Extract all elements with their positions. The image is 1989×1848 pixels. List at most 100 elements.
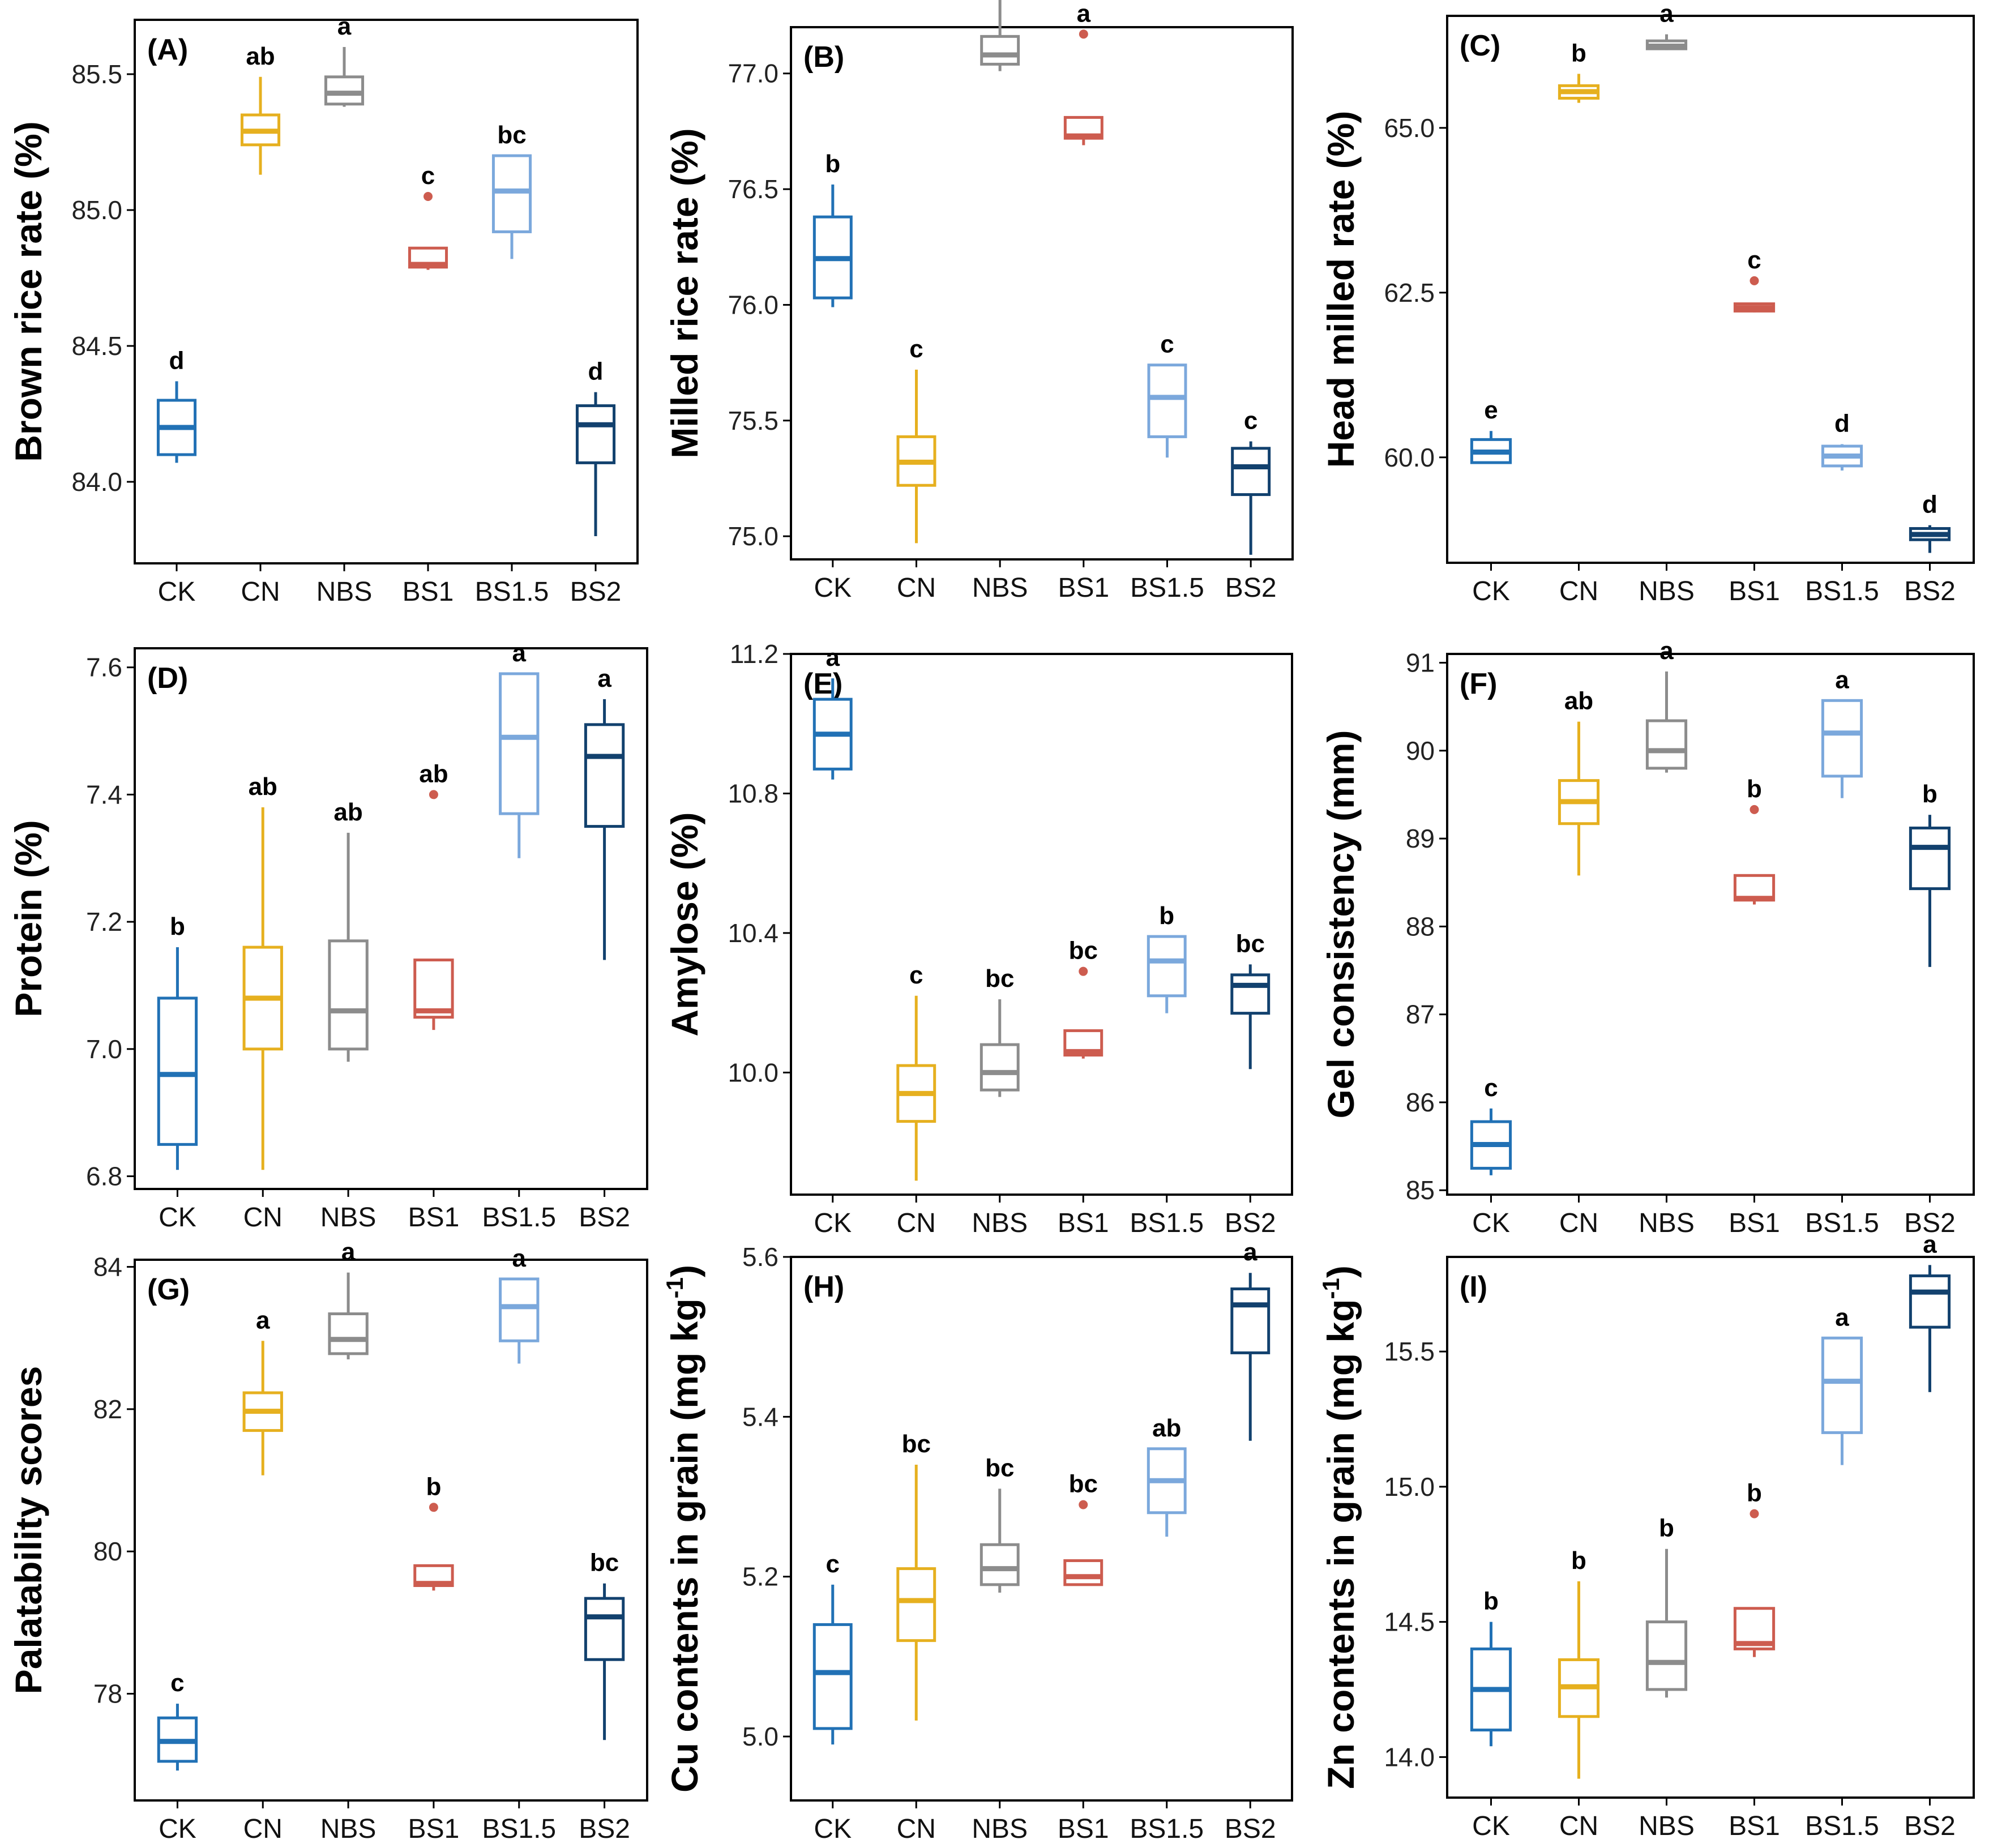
- panel-tag: (A): [147, 33, 188, 66]
- x-tick-label: NBS: [972, 573, 1028, 603]
- x-tick-label: CN: [1559, 576, 1598, 606]
- box-iqr: [491, 154, 532, 233]
- box-bs1: b: [1733, 775, 1776, 905]
- box-bs1: c: [1733, 246, 1776, 313]
- x-tick-label: NBS: [320, 1203, 377, 1233]
- significance-label: b: [1571, 1547, 1586, 1575]
- y-tick-label: 7.6: [86, 653, 122, 682]
- y-axis-label: Palatability scores: [7, 1366, 49, 1695]
- box-cn: bc: [896, 1430, 936, 1721]
- box-bs1: a: [1063, 0, 1103, 146]
- significance-label: bc: [590, 1549, 619, 1577]
- box-bs1-5: c: [1147, 331, 1187, 458]
- box-iqr: [1909, 1274, 1951, 1329]
- x-tick-label: BS1.5: [482, 1203, 556, 1233]
- box-bs1: bc: [1063, 1470, 1103, 1586]
- y-tick-label: 85.5: [71, 59, 122, 89]
- significance-label: bc: [1069, 937, 1098, 965]
- significance-label: b: [825, 150, 840, 178]
- x-tick-label: BS1.5: [1805, 576, 1879, 606]
- y-tick-label: 7.2: [86, 907, 122, 936]
- box-cn: a: [242, 1306, 283, 1475]
- x-tick-label: CN: [1559, 1811, 1598, 1841]
- box-bs1: bc: [1063, 937, 1103, 1059]
- significance-label: c: [909, 961, 923, 989]
- panel-tag: (F): [1460, 668, 1497, 700]
- box-bs2: bc: [584, 1549, 625, 1740]
- plot-frame: [134, 19, 639, 564]
- x-tick-label: NBS: [1639, 1208, 1695, 1238]
- significance-label: ab: [246, 42, 275, 70]
- x-tick-label: BS1: [408, 1814, 460, 1844]
- x-tick-label: BS2: [1225, 1814, 1276, 1844]
- y-axis-label: Head milled rate (%): [1320, 111, 1362, 468]
- box-iqr: [979, 1543, 1020, 1586]
- y-tick-label: 86: [1406, 1088, 1435, 1117]
- box-bs2: a: [1230, 1238, 1271, 1441]
- y-tick-label: 6.8: [86, 1162, 122, 1191]
- x-tick-label: BS1.5: [1130, 1208, 1204, 1238]
- y-tick-label: 90: [1406, 736, 1435, 765]
- x-tick-label: BS1: [408, 1203, 460, 1233]
- x-tick-label: NBS: [972, 1208, 1028, 1238]
- box-cn: ab: [1558, 687, 1600, 876]
- y-tick-label: 78: [93, 1679, 122, 1709]
- box-bs1: b: [1733, 1479, 1776, 1657]
- x-tick-label: BS2: [570, 577, 622, 607]
- box-cn: c: [896, 335, 936, 544]
- outlier-point: [1079, 29, 1088, 39]
- box-bs2: b: [1909, 780, 1951, 967]
- significance-label: a: [256, 1306, 270, 1334]
- box-bs1-5: b: [1147, 902, 1187, 1013]
- plot-frame: [790, 653, 1293, 1196]
- box-nbs: a: [328, 1238, 369, 1359]
- x-tick-label: BS1: [1729, 576, 1780, 606]
- significance-label: a: [1243, 1238, 1257, 1266]
- x-tick-label: CK: [1472, 1208, 1510, 1238]
- panel-h: 5.0 5.2 5.4 5.6 CK CN NBS BS1 BS1.5 BS2 Cu content…: [661, 1238, 1293, 1844]
- box-cn: ab: [240, 42, 281, 175]
- panel-tag: (B): [803, 41, 844, 74]
- box-iqr: [812, 1623, 853, 1730]
- x-tick-label: BS2: [1904, 576, 1956, 606]
- panel-f: 85 86 87 88 89 90 91 CK CN NBS BS1 BS1.5 BS2 Gel cons…: [1320, 637, 1975, 1238]
- panel-tag: (I): [1460, 1270, 1487, 1303]
- box-bs1: ab: [413, 760, 454, 1030]
- x-tick-label: BS1: [1729, 1811, 1780, 1841]
- panel-b: 75.0 75.5 76.0 76.5 77.0 CK CN NBS BS1 BS1.5 BS2 Mi…: [664, 0, 1294, 603]
- y-tick-label: 60.0: [1384, 443, 1435, 472]
- y-tick-label: 75.5: [728, 406, 779, 435]
- x-tick-label: CK: [158, 577, 196, 607]
- y-tick-label: 5.6: [742, 1242, 779, 1272]
- significance-label: bc: [1236, 930, 1265, 957]
- x-tick-label: BS1.5: [1805, 1208, 1879, 1238]
- plot-frame: [790, 1256, 1293, 1802]
- box-iqr: [1063, 1559, 1103, 1586]
- significance-label: bc: [497, 121, 526, 149]
- x-tick-label: BS1: [1729, 1208, 1780, 1238]
- y-tick-label: 82: [93, 1394, 122, 1424]
- significance-label: a: [1923, 1230, 1937, 1258]
- x-tick-label: NBS: [1639, 1811, 1695, 1841]
- box-iqr: [1231, 447, 1271, 497]
- x-tick-label: BS1: [1058, 573, 1109, 603]
- box-bs2: a: [1909, 1230, 1951, 1392]
- y-tick-label: 11.2: [730, 639, 779, 669]
- box-iqr: [324, 75, 365, 106]
- box-iqr: [980, 35, 1020, 66]
- outlier-point: [1750, 1509, 1759, 1518]
- significance-label: bc: [1069, 1470, 1098, 1498]
- box-iqr: [1230, 973, 1271, 1015]
- box-iqr: [1909, 826, 1951, 891]
- x-tick-label: BS1.5: [475, 577, 549, 607]
- x-tick-label: CK: [159, 1203, 196, 1233]
- box-nbs: a: [324, 12, 365, 107]
- panel-d: 6.8 7.0 7.2 7.4 7.6 CK CN NBS BS1 BS1.5 BS2 Protein…: [7, 639, 648, 1233]
- box-nbs: ab: [328, 798, 369, 1062]
- y-tick-label: 84.5: [71, 331, 122, 361]
- significance-label: d: [169, 346, 185, 374]
- x-tick-label: CN: [243, 1203, 283, 1233]
- significance-label: b: [426, 1473, 441, 1500]
- box-iqr: [1230, 1287, 1271, 1354]
- plot-frame: [790, 26, 1294, 561]
